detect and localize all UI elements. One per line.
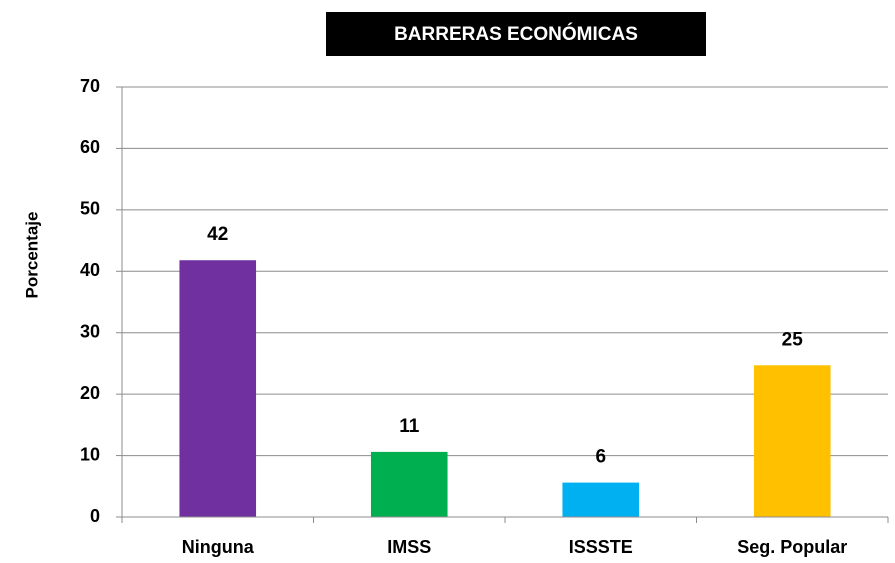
y-tick-label: 30 (80, 321, 100, 341)
title-box (326, 12, 706, 56)
y-tick-label: 70 (80, 76, 100, 96)
data-label: 11 (399, 416, 420, 437)
y-tick-label: 20 (80, 383, 100, 403)
data-label: 6 (595, 447, 606, 468)
bar (562, 482, 640, 517)
y-tick-label: 60 (80, 137, 100, 157)
x-tick-label: Ninguna (182, 537, 255, 557)
bar (179, 260, 257, 517)
y-axis-label: Porcentaje (22, 212, 41, 299)
data-label: 25 (782, 329, 804, 350)
y-tick-label: 50 (80, 199, 100, 219)
data-label: 42 (207, 224, 228, 245)
y-tick-label: 0 (90, 506, 100, 526)
x-tick-label: Seg. Popular (737, 537, 847, 557)
y-tick-label: 40 (80, 260, 100, 280)
bar (370, 451, 448, 517)
x-tick-label: IMSS (387, 537, 431, 557)
bar (753, 365, 831, 517)
y-tick-label: 10 (80, 444, 100, 464)
x-tick-label: ISSSTE (569, 537, 633, 557)
chart-title: BARRERAS ECONÓMICAS (394, 23, 638, 45)
